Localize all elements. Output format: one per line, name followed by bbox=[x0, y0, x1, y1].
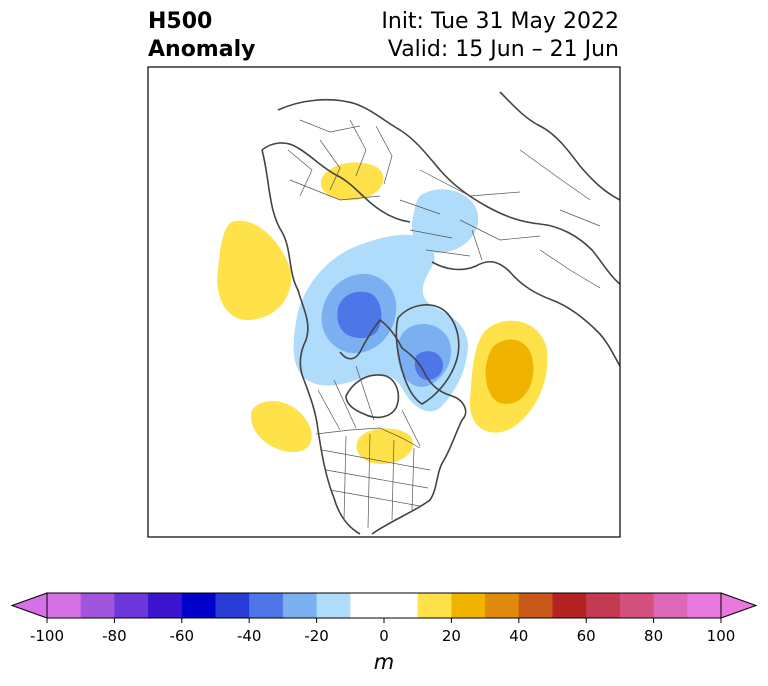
map-title-left: H500 Anomaly bbox=[148, 8, 255, 64]
colorbar-bin bbox=[114, 593, 149, 618]
colorbar-bin bbox=[619, 593, 655, 618]
colorbar-extend-low bbox=[10, 592, 48, 619]
siberia-negative bbox=[411, 189, 479, 253]
arctic-negative-core bbox=[337, 291, 382, 339]
russia-regions bbox=[399, 199, 483, 261]
coastlines bbox=[261, 91, 620, 535]
colorbar-tick-label: -100 bbox=[29, 627, 65, 645]
valid-range: Valid: 15 Jun – 21 Jun bbox=[387, 37, 619, 62]
europe-coast bbox=[261, 142, 411, 223]
canada-provinces bbox=[317, 365, 421, 447]
colorbar-tick-label: 40 bbox=[509, 627, 529, 645]
hudson-bay bbox=[345, 374, 400, 419]
colorbar-bin bbox=[518, 593, 553, 618]
colorbar-extend-high bbox=[720, 592, 758, 619]
colorbar-bin bbox=[384, 593, 419, 618]
colorbar-tick-label: 60 bbox=[576, 627, 596, 645]
colorbar-bin bbox=[80, 593, 115, 618]
north-atlantic-core bbox=[485, 339, 534, 404]
anomaly-contours bbox=[217, 162, 548, 465]
great-lakes-positive bbox=[356, 428, 414, 465]
colorbar-tick-label: -80 bbox=[102, 627, 127, 645]
colorbar-bin bbox=[687, 593, 722, 618]
map-title-right: Init: Tue 31 May 2022 Valid: 15 Jun – 21… bbox=[381, 8, 619, 64]
colorbar-tick-label: 0 bbox=[379, 627, 389, 645]
colorbar-bin bbox=[653, 593, 688, 618]
colorbar bbox=[10, 592, 758, 623]
colorbar-tick-label: 80 bbox=[644, 627, 664, 645]
init-time: Init: Tue 31 May 2022 bbox=[381, 9, 619, 34]
colorbar-bin bbox=[316, 593, 351, 618]
europe-borders bbox=[287, 119, 393, 201]
colorbar-tick-label: 20 bbox=[441, 627, 461, 645]
colorbar-tick-label: -20 bbox=[304, 627, 329, 645]
colorbar-bin bbox=[215, 593, 250, 618]
colorbar-bin bbox=[552, 593, 587, 618]
colorbar-tick-label: -40 bbox=[236, 627, 262, 645]
colorbar-bin bbox=[417, 593, 452, 618]
europe-positive bbox=[320, 162, 384, 201]
field-name: H500 bbox=[148, 9, 213, 34]
colorbar-tick-label: 100 bbox=[706, 627, 736, 645]
greenland-negative-core bbox=[414, 351, 444, 380]
field-kind: Anomaly bbox=[148, 37, 256, 62]
colorbar-bin bbox=[249, 593, 284, 618]
greenland-coast bbox=[395, 304, 460, 405]
colorbar-bin bbox=[148, 593, 183, 618]
us-state-lines bbox=[321, 433, 431, 529]
colorbar-bin bbox=[181, 593, 216, 618]
colorbar-bin bbox=[47, 593, 82, 618]
asia-east-coast bbox=[499, 91, 620, 201]
eurasia-coast bbox=[277, 98, 620, 367]
colorbar-bin bbox=[451, 593, 486, 618]
map-frame bbox=[147, 66, 621, 538]
colorbar-bin bbox=[282, 593, 318, 618]
colorbar-unit: m bbox=[373, 650, 395, 674]
colorbar-bin bbox=[586, 593, 621, 618]
us-canada-border bbox=[315, 427, 421, 449]
political-borders bbox=[287, 119, 601, 529]
colorbar-tick-label: -60 bbox=[169, 627, 195, 645]
asia-borders bbox=[419, 149, 601, 289]
central-canada-positive bbox=[250, 400, 312, 453]
colorbar-bin bbox=[350, 593, 385, 618]
colorbar-bin bbox=[485, 593, 520, 618]
north-pacific-positive bbox=[217, 220, 292, 321]
